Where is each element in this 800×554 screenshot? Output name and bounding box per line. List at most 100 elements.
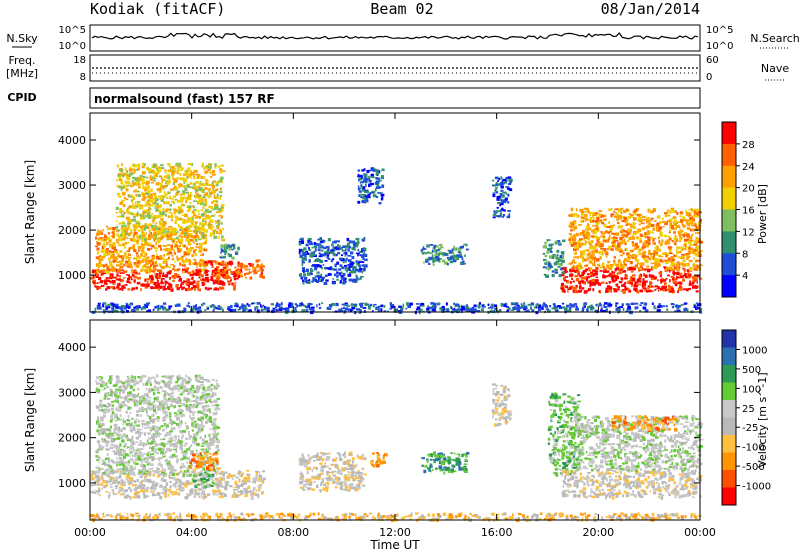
power-cell <box>146 283 150 287</box>
power-cell <box>671 279 675 281</box>
power-colorbar-label: 28 <box>742 140 755 151</box>
power-cell <box>562 267 565 270</box>
power-cell <box>695 275 700 278</box>
power-cell <box>168 163 171 167</box>
power-cell <box>112 305 115 308</box>
power-cell <box>188 287 192 291</box>
power-cell <box>584 228 587 231</box>
power-cell <box>506 306 509 308</box>
power-cell <box>607 231 611 234</box>
power-cell <box>100 238 105 242</box>
power-cell <box>212 208 214 211</box>
power-cell <box>605 275 609 278</box>
velocity-cell <box>139 481 142 485</box>
power-cell <box>176 172 180 175</box>
velocity-cell <box>247 480 251 483</box>
power-cell <box>144 278 147 282</box>
velocity-cell <box>197 492 201 495</box>
power-cell <box>654 246 656 250</box>
power-cell <box>566 280 569 284</box>
power-cell <box>339 248 342 250</box>
velocity-cell <box>219 476 222 480</box>
velocity-cell <box>131 480 134 482</box>
power-cell <box>661 285 664 288</box>
power-cell <box>217 208 222 211</box>
power-cell <box>603 268 607 271</box>
velocity-cell <box>175 478 178 481</box>
power-cell <box>381 195 384 200</box>
power-cell <box>335 303 339 307</box>
power-cell <box>634 247 639 250</box>
power-cell <box>211 173 216 176</box>
power-cell <box>115 276 118 280</box>
power-cell <box>626 274 628 277</box>
power-cell <box>151 270 155 273</box>
velocity-cell <box>241 482 245 486</box>
power-cell <box>111 260 114 263</box>
power-cell <box>209 219 214 223</box>
velocity-cell <box>151 491 155 493</box>
power-cell <box>646 220 650 222</box>
power-cell <box>370 192 374 194</box>
velocity-cell <box>112 479 115 482</box>
velocity-cell <box>198 495 200 498</box>
power-cell <box>640 214 643 216</box>
power-cell <box>166 244 171 246</box>
power-cell <box>327 273 330 276</box>
power-cell <box>509 180 512 184</box>
power-cell <box>204 170 209 174</box>
power-cell <box>233 246 236 250</box>
power-cell <box>149 193 153 196</box>
power-cell <box>124 224 127 227</box>
power-cell <box>147 190 151 193</box>
power-cell <box>149 235 153 239</box>
power-cell <box>615 232 620 236</box>
velocity-cell <box>252 492 256 495</box>
velocity-cell <box>258 488 260 492</box>
power-cell <box>175 217 177 221</box>
power-cell <box>160 164 164 166</box>
power-cell <box>310 251 314 255</box>
power-cell <box>378 180 382 182</box>
power-cell <box>351 240 356 244</box>
power-cell <box>639 309 642 312</box>
power-cell <box>202 220 205 222</box>
velocity-cell <box>109 478 112 482</box>
velocity-cell <box>235 476 239 479</box>
power-cell <box>202 253 204 256</box>
velocity-cell <box>185 480 190 484</box>
power-cell <box>205 273 209 277</box>
velocity-cell <box>168 474 170 478</box>
power-cell <box>520 306 524 309</box>
power-cell <box>635 281 639 284</box>
power-cell <box>208 205 212 209</box>
power-cell <box>655 245 658 249</box>
power-cell <box>636 290 640 294</box>
power-cell <box>205 238 208 242</box>
power-cell <box>359 181 362 184</box>
velocity-cell <box>220 486 225 488</box>
power-cell <box>454 257 457 261</box>
power-cell <box>390 303 394 306</box>
power-cell <box>489 309 493 313</box>
power-cell <box>422 248 427 250</box>
power-cell <box>438 244 442 247</box>
power-cell <box>154 306 157 308</box>
power-cell <box>681 247 685 251</box>
power-cell <box>238 306 242 310</box>
power-cell <box>433 246 436 250</box>
power-cell <box>136 178 140 182</box>
power-cell <box>187 240 191 243</box>
power-cell <box>662 289 666 292</box>
power-cell <box>332 241 336 244</box>
power-cell <box>234 250 239 254</box>
power-cell <box>141 224 145 228</box>
power-cell <box>652 256 655 260</box>
power-cell <box>163 287 167 291</box>
power-cell <box>206 279 210 283</box>
velocity-cell <box>111 488 115 493</box>
power-cell <box>367 193 370 197</box>
power-cell <box>670 266 673 270</box>
power-cell <box>568 237 572 240</box>
power-cell <box>102 229 104 232</box>
